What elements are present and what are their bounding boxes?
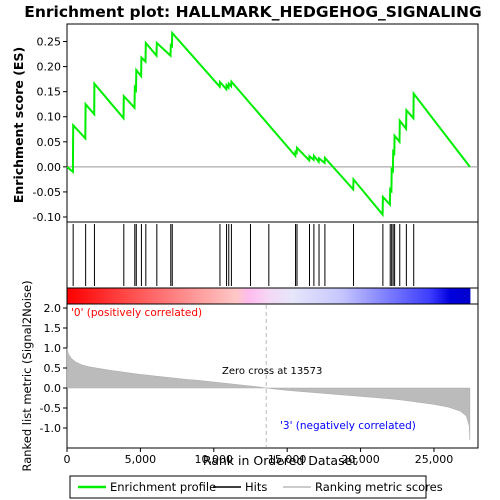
positive-correlation-label: '0' (positively correlated): [71, 307, 202, 319]
metric-y-axis-label: Ranked list metric (Signal2Noise): [20, 280, 34, 471]
metric-x-tick-label: 5,000: [125, 453, 157, 466]
es-y-tick-label: 0.05: [37, 136, 62, 149]
legend-item-label: Enrichment profile: [110, 480, 216, 494]
legend-box: [69, 475, 427, 499]
es-y-tick-label: 0.00: [37, 161, 62, 174]
metric-x-axis-label: Rank in Ordered Dataset: [203, 453, 357, 468]
ranking-metric-scores: [66, 305, 471, 447]
rank-colorbar-gradient: [67, 288, 471, 304]
metric-y-tick-label: -1.0: [40, 422, 61, 435]
legend-item-label: Ranking metric scores: [315, 480, 443, 494]
es-y-tick-label: 0.10: [37, 111, 62, 124]
es-y-tick-label: 0.15: [37, 86, 62, 99]
es-y-axis-label: Enrichment score (ES): [11, 47, 26, 203]
metric-x-tick-label: 15,000: [268, 453, 307, 466]
rank-colorbar: [67, 288, 471, 304]
hits-panel: [66, 221, 479, 289]
metric-x-tick-label: 25,000: [415, 453, 454, 466]
es-y-tick-label: -0.05: [33, 186, 61, 199]
hits: [72, 224, 415, 286]
es-y-tick-label: 0.25: [37, 36, 62, 49]
es-panel: [66, 23, 479, 223]
metric-x-axis: 0 5,000 10,000 15,000 20,000 25,000: [64, 448, 454, 466]
metric-y-tick-label: 2.0: [44, 302, 62, 315]
chart-title: Enrichment plot: HALLMARK_HEDGEHOG_SIGNA…: [24, 3, 482, 21]
metric-y-tick-label: 0.0: [44, 382, 62, 395]
metric-y-tick-label: 0.5: [44, 362, 62, 375]
enrichment-profile-line: [66, 30, 471, 218]
metric-y-tick-label: -0.5: [40, 402, 61, 415]
ranking-metric-area: [66, 347, 471, 441]
es-y-tick-label: -0.10: [33, 211, 61, 224]
legend: Enrichment profile Hits Ranking metric sco…: [78, 480, 443, 494]
metric-y-tick-label: 1.0: [44, 342, 62, 355]
zero-cross-label: Zero cross at 13573: [222, 366, 322, 377]
metric-y-axis: -1.0 -0.5 0.0 0.5 1.0 1.5 2.0: [40, 302, 67, 435]
metric-x-tick-label: 10,000: [195, 453, 234, 466]
metric-x-tick-label: 0: [64, 453, 71, 466]
es-y-axis: -0.10 -0.05 0.00 0.05 0.10 0.15 0.20 0.25: [33, 36, 67, 224]
es-y-tick-label: 0.20: [37, 61, 62, 74]
enrichment-profile: [66, 30, 471, 218]
legend-item-label: Hits: [245, 480, 267, 494]
metric-x-tick-label: 20,000: [341, 453, 380, 466]
negative-correlation-label: '3' (negatively correlated): [280, 420, 416, 432]
metric-y-tick-label: 1.5: [44, 322, 62, 335]
